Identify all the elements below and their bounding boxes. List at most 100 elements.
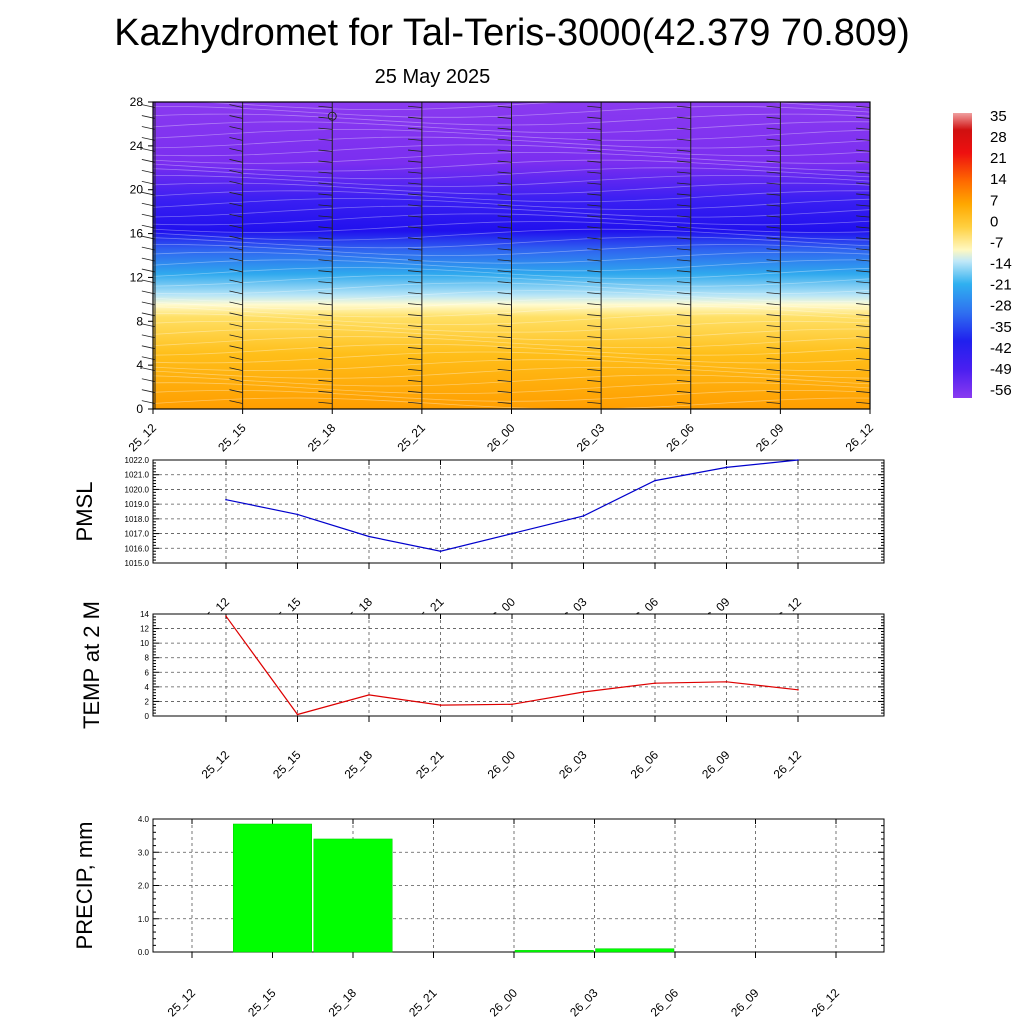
barb-flag xyxy=(229,323,243,328)
barb-flag xyxy=(587,105,602,108)
temp-point xyxy=(511,703,513,706)
barb-flag xyxy=(318,314,333,317)
barb-flag xyxy=(229,180,243,185)
barb-flag xyxy=(856,138,871,141)
x-tick-label: 26_00 xyxy=(484,421,518,455)
precip-bar xyxy=(514,950,594,953)
barb-flag xyxy=(318,390,333,393)
barb-flag xyxy=(229,191,243,196)
barb-flag xyxy=(587,138,602,141)
barb-flag xyxy=(587,358,602,361)
y-tick-label: 2.0 xyxy=(138,882,150,891)
pmsl-point xyxy=(725,466,728,469)
barb-flag xyxy=(766,292,781,295)
y-tick-label: 20 xyxy=(130,183,144,197)
barb-flag xyxy=(766,171,781,174)
barb-flag xyxy=(766,270,781,273)
colorbar-label: -14 xyxy=(990,256,1012,273)
barb-flag xyxy=(766,204,781,207)
barb-flag xyxy=(856,204,871,207)
y-tick-label: 1016.0 xyxy=(125,544,150,553)
barb-flag xyxy=(318,303,333,306)
y-tick-label: 1.0 xyxy=(138,915,150,924)
colorbar: 35 28 21 14 7 0 -7 -14 -21 -28 -35 -42 -49 -56 xyxy=(953,108,1012,399)
y-tick-label: 10 xyxy=(140,639,149,648)
barb-flag xyxy=(229,115,243,119)
calm-wind-circle xyxy=(327,111,337,121)
barb-flag xyxy=(856,193,871,196)
barb-flag xyxy=(766,193,781,196)
barb-flag xyxy=(766,160,781,163)
barb-flag xyxy=(766,248,781,251)
pmsl-point xyxy=(439,550,442,553)
precip-bar xyxy=(595,948,675,953)
barb-flag xyxy=(407,358,422,361)
barb-flag xyxy=(229,126,243,130)
pmsl-point xyxy=(368,535,370,538)
barb-flag xyxy=(318,259,333,262)
x-tick-label: 25_15 xyxy=(270,748,304,782)
colorbar-label: -35 xyxy=(990,319,1012,336)
barb-flag xyxy=(407,379,422,382)
barb-flag xyxy=(856,336,871,339)
barb-flag xyxy=(407,237,422,240)
barb-flag xyxy=(676,171,691,174)
plot-frame xyxy=(152,613,885,717)
barb-flag xyxy=(407,149,422,152)
barb-flag xyxy=(497,401,512,404)
barb-flag xyxy=(676,248,691,251)
barb-flag xyxy=(407,171,422,174)
barb-flag xyxy=(497,116,512,119)
barb-flag xyxy=(318,182,333,185)
barb-flag xyxy=(676,379,691,382)
y-tick-label: 1018.0 xyxy=(125,515,150,524)
colorbar-label: 7 xyxy=(990,192,998,209)
barb-flag xyxy=(407,292,422,295)
barb-flag xyxy=(318,347,333,350)
pmsl-point xyxy=(225,498,227,501)
temp-point xyxy=(368,694,370,696)
colorbar-label: 21 xyxy=(990,150,1007,167)
plot-frame xyxy=(152,459,885,564)
barb-flag xyxy=(497,358,512,361)
x-tick-label: 25_21 xyxy=(406,986,440,1020)
barb-flag xyxy=(497,259,512,262)
barb-flag xyxy=(229,169,243,174)
barb-flag xyxy=(229,301,243,306)
barb-flag xyxy=(856,105,871,108)
x-tick-label: 26_03 xyxy=(556,748,590,782)
barb-flag xyxy=(856,292,871,295)
colorbar-label: 28 xyxy=(990,129,1007,146)
x-tick-label: 25_18 xyxy=(326,986,360,1020)
temp-point xyxy=(725,680,728,683)
barb-flag xyxy=(407,401,422,404)
barb-flag xyxy=(856,171,871,174)
barb-flag xyxy=(766,379,781,382)
barb-flag xyxy=(318,292,333,295)
barb-flag xyxy=(766,116,781,119)
colorbar-label: 14 xyxy=(990,171,1007,188)
barb-flag xyxy=(766,259,781,262)
barb-flag xyxy=(676,390,691,393)
colorbar-label: -49 xyxy=(990,361,1012,378)
barb-flag xyxy=(407,248,422,251)
barb-flag xyxy=(229,268,243,273)
barb-flag xyxy=(318,127,333,130)
barb-flag xyxy=(587,171,602,174)
y-axis-title: TEMP at 2 M xyxy=(79,601,104,729)
barb-flag xyxy=(766,368,781,372)
barb-flag xyxy=(407,390,422,393)
barb-flag xyxy=(497,160,512,163)
barb-flag xyxy=(497,182,512,185)
barb-flag xyxy=(318,336,333,339)
barb-flag xyxy=(318,149,333,152)
x-tick-label: 26_06 xyxy=(663,421,697,455)
barb-flag xyxy=(229,235,243,240)
barb-flag xyxy=(318,368,333,372)
barb-flag xyxy=(676,368,691,372)
barb-flag xyxy=(856,215,871,218)
barb-flag xyxy=(856,160,871,163)
temp-point xyxy=(439,704,442,706)
barb-flag xyxy=(407,127,422,130)
